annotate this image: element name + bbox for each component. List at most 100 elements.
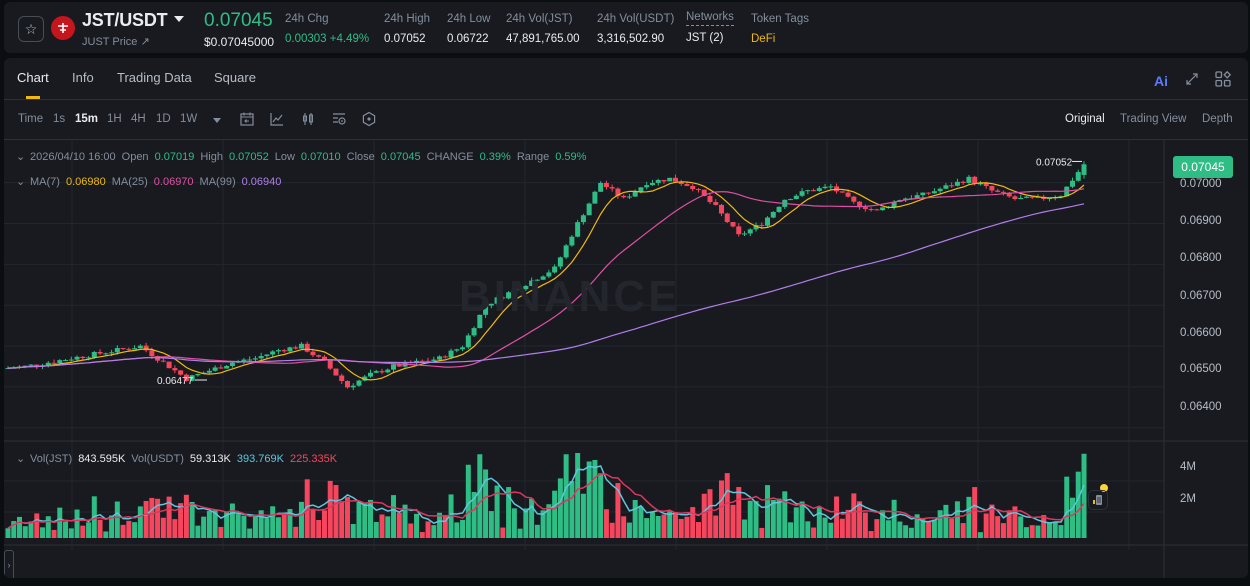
ohlc-datetime: 2026/04/10 16:00 — [30, 151, 116, 163]
hexagon-settings-icon[interactable] — [361, 111, 377, 127]
last-price: 0.07045 — [204, 10, 273, 31]
interval-1s[interactable]: 1s — [53, 113, 66, 125]
collapse-chevron-icon[interactable]: ⌄ — [16, 453, 26, 465]
stat-value: 0.06722 — [447, 33, 489, 45]
ma99-value: 0.06940 — [241, 176, 282, 188]
binance-watermark: BINANCE — [459, 272, 681, 321]
tab-trading-data[interactable]: Trading Data — [117, 70, 192, 85]
chart-area[interactable]: 0.07052 0.06477 BINANCE ⌄ 2026/04/10 16:00… — [4, 140, 1248, 578]
candle-type-icon[interactable] — [300, 111, 316, 127]
just-price-link[interactable]: JUST Price ↗ — [82, 36, 150, 48]
stat-label: 24h Chg — [285, 13, 329, 25]
collapse-chevron-icon[interactable]: ⌄ — [16, 176, 26, 188]
stat-value: JST (2) — [686, 32, 724, 44]
stat-24h-vol-usdt: 24h Vol(USDT) 3,316,502.90 — [597, 13, 674, 45]
indicator-icon[interactable] — [269, 111, 285, 127]
interval-15m[interactable]: 15m — [75, 113, 99, 125]
stat-networks[interactable]: Networks JST (2) — [686, 11, 734, 44]
interval-1d[interactable]: 1D — [156, 113, 171, 125]
stat-label: 24h Low — [447, 13, 491, 25]
layout-icon[interactable] — [1214, 70, 1232, 88]
ma-legend: ⌄ MA(7) 0.06980 MA(25) 0.06970 MA(99) 0.06940 — [16, 175, 287, 188]
stat-24h-high: 24h High 0.07052 — [384, 13, 430, 45]
usd-price: $0.07045000 — [204, 35, 275, 49]
tab-chart[interactable]: Chart — [17, 70, 49, 85]
vol-jst-value: 843.595K — [78, 453, 126, 465]
ohlc-legend: ⌄ 2026/04/10 16:00 Open 0.07019 High 0.07052 L… — [16, 150, 592, 163]
stat-24h-change: 24h Chg 0.00303 +4.49% — [285, 13, 369, 45]
defi-tag-link[interactable]: DeFi — [751, 33, 776, 45]
interval-4h[interactable]: 4H — [131, 113, 146, 125]
stat-value: 0.00303 +4.49% — [285, 33, 370, 45]
range-label: Range — [516, 151, 550, 163]
ma25-value: 0.06970 — [153, 176, 194, 188]
ma99-label: MA(99) — [199, 176, 236, 188]
stat-label: Token Tags — [751, 13, 809, 25]
svg-text:0.06477: 0.06477 — [157, 376, 194, 387]
stat-label: 24h High — [384, 13, 431, 25]
tab-info[interactable]: Info — [72, 70, 94, 85]
favorite-button[interactable]: ☆ — [18, 16, 44, 42]
settings-list-icon[interactable] — [331, 111, 347, 127]
jst-coin-logo — [51, 16, 75, 40]
vol-ma-short-value: 393.769K — [236, 453, 284, 465]
vol-usdt-value: 59.313K — [189, 453, 231, 465]
expand-icon[interactable] — [1184, 71, 1200, 87]
calendar-icon[interactable] — [239, 111, 255, 127]
chart-tabs: Chart Info Trading Data Square Ai — [4, 58, 1248, 100]
note-icon — [1093, 495, 1102, 505]
close-label: Close — [346, 151, 375, 163]
change-value: 0.39% — [479, 151, 511, 163]
volume-axis-label: 2M — [1180, 493, 1196, 505]
low-value: 0.07010 — [300, 151, 341, 163]
low-label: Low — [274, 151, 295, 163]
ai-button[interactable]: Ai — [1154, 73, 1168, 89]
interval-1h[interactable]: 1H — [107, 113, 122, 125]
vol-usdt-label: Vol(USDT) — [131, 453, 184, 465]
open-value: 0.07019 — [154, 151, 195, 163]
stat-token-tags: Token Tags DeFi — [751, 13, 809, 45]
stat-24h-low: 24h Low 0.06722 — [447, 13, 490, 45]
notification-dot — [1100, 484, 1108, 492]
chart-panel: Chart Info Trading Data Square Ai Time 1… — [4, 58, 1248, 578]
ma7-value: 0.06980 — [65, 176, 106, 188]
volume-axis-label: 4M — [1180, 461, 1196, 473]
price-axis-label: 0.06400 — [1180, 401, 1222, 413]
tab-square[interactable]: Square — [214, 70, 256, 85]
price-axis-label: 0.06700 — [1180, 290, 1222, 302]
open-label: Open — [121, 151, 149, 163]
price-axis-label: 0.06500 — [1180, 363, 1222, 375]
vol-jst-label: Vol(JST) — [30, 453, 73, 465]
pair-name[interactable]: JST/USDT — [82, 10, 168, 30]
star-icon: ☆ — [24, 20, 38, 37]
ticker-header: ☆ JST/USDT JUST Price ↗ 0.07045 $0.07045… — [4, 2, 1248, 53]
range-value: 0.59% — [555, 151, 587, 163]
view-depth[interactable]: Depth — [1202, 113, 1233, 125]
price-alert-button[interactable] — [1088, 490, 1108, 510]
chart-toolbar: Time 1s 15m 1H 4H 1D 1W Original Trading… — [4, 100, 1248, 140]
volume-legend: ⌄ Vol(JST) 843.595K Vol(USDT) 59.313K 393.769… — [16, 452, 343, 465]
stat-value: 0.07052 — [384, 33, 426, 45]
stat-label: 24h Vol(USDT) — [597, 13, 675, 25]
high-label: High — [200, 151, 223, 163]
stat-24h-vol-jst: 24h Vol(JST) 47,891,765.00 — [506, 13, 580, 45]
svg-text:0.07052: 0.07052 — [1036, 157, 1073, 168]
just-logo-icon — [58, 23, 68, 33]
stat-value: 3,316,502.90 — [597, 33, 665, 45]
view-original[interactable]: Original — [1065, 113, 1105, 125]
candlestick-chart[interactable]: 0.07052 0.06477 — [4, 140, 1248, 578]
view-trading-view[interactable]: Trading View — [1120, 113, 1187, 125]
expand-left-handle[interactable]: › — [4, 550, 14, 578]
pair-dropdown-caret-icon[interactable] — [174, 16, 184, 22]
interval-1w[interactable]: 1W — [180, 113, 198, 125]
more-intervals-caret-icon[interactable] — [213, 118, 221, 123]
high-value: 0.07052 — [228, 151, 269, 163]
price-axis-label: 0.06900 — [1180, 215, 1222, 227]
collapse-chevron-icon[interactable]: ⌄ — [16, 151, 26, 163]
stat-label[interactable]: Networks — [686, 11, 734, 26]
active-tab-indicator — [26, 96, 40, 99]
vol-ma-long-value: 225.335K — [289, 453, 338, 465]
price-axis-label: 0.06800 — [1180, 252, 1222, 264]
ma7-label: MA(7) — [30, 176, 60, 188]
price-axis-label: 0.06600 — [1180, 327, 1222, 339]
